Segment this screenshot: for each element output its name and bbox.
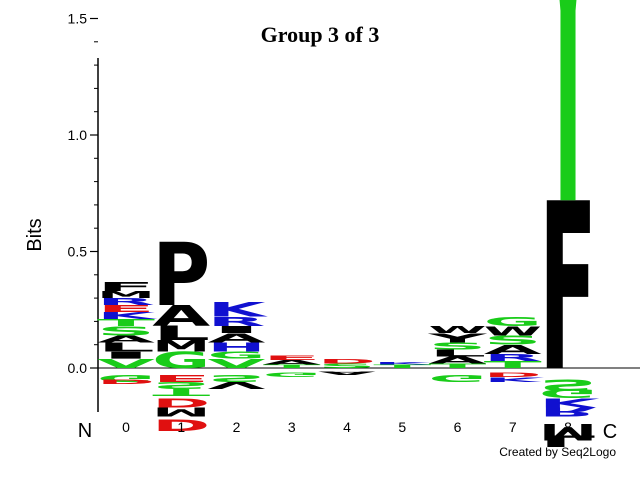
logo-letter-g: G (263, 371, 321, 379)
logo-letter-l: L (429, 348, 487, 359)
y-axis-label: Bits (24, 218, 46, 251)
logo-letter-k: K (208, 299, 268, 321)
x-tick-label: 3 (288, 419, 296, 435)
logo-letter-k: K (97, 310, 157, 321)
logo-letter-h: H (208, 340, 266, 355)
logo-letter-a: A (263, 359, 321, 366)
logo-letter-m: M (152, 405, 210, 420)
logo-letter-a: A (208, 330, 267, 345)
n-terminus-label: N (78, 420, 92, 442)
y-tick-label: 0.5 (68, 244, 88, 260)
logo-stacks: VILASTKERMFGDGMLAPESTDMDVGHAIRKSVTAEGSDA… (97, 0, 600, 450)
logo-letter-i: I (97, 350, 155, 361)
x-tick-label: 8 (564, 419, 572, 435)
y-ticks: 0.00.51.01.52.02.5 (68, 11, 98, 376)
logo-letter-s: S (152, 380, 210, 391)
logo-letter-v: V (97, 356, 156, 371)
logo-letter-e: E (263, 354, 321, 361)
logo-letter-a: A (97, 333, 156, 344)
x-tick-label: 4 (343, 419, 351, 435)
logo-letter-r: R (539, 405, 597, 420)
logo-letter-l: L (539, 432, 597, 451)
logo-letter-d: D (484, 371, 542, 378)
c-terminus-label: C (603, 421, 617, 443)
logo-letter-s: S (429, 340, 487, 351)
logo-letter-m: M (152, 337, 210, 356)
logo-letter-e: E (97, 303, 155, 314)
logo-letter-p: P (152, 225, 210, 326)
logo-letter-k: K (539, 395, 600, 410)
logo-letter-l: L (97, 340, 155, 355)
logo-letter-m: M (539, 418, 597, 444)
logo-letter-k: K (484, 376, 545, 383)
logo-letter-s: S (318, 362, 376, 369)
logo-letter-d: D (152, 415, 210, 434)
chart-title: Group 3 of 3 (261, 22, 380, 47)
logo-letter-f: F (97, 280, 155, 295)
logo-letter-a: A (318, 370, 376, 376)
logo-letter-r: R (97, 296, 155, 307)
logo-letter-w: W (429, 324, 487, 335)
x-tick-label: 2 (233, 419, 241, 435)
logo-letter-g: G (208, 350, 266, 361)
logo-letter-a: A (484, 342, 543, 357)
logo-letter-e: E (152, 373, 210, 384)
logo-letter-d: D (318, 357, 376, 364)
logo-letter-t: T (484, 359, 542, 370)
logo-letter-f: F (539, 154, 597, 422)
logo-letter-a: A (152, 300, 210, 333)
logo-letter-g: G (152, 348, 210, 374)
logo-letter-d: D (152, 395, 210, 410)
x-tick-label: 6 (454, 419, 462, 435)
logo-letter-g: G (539, 386, 597, 401)
logo-letter-y: Y (427, 331, 488, 346)
logo-letter-w: W (484, 324, 542, 339)
x-tick-label: 7 (509, 419, 517, 435)
logo-letter-l: L (152, 322, 210, 344)
logo-letter-s: S (539, 376, 597, 395)
logo-letter-t: T (373, 364, 431, 370)
y-tick-label: 0.0 (68, 360, 88, 376)
logo-letter-t: T (429, 362, 487, 369)
logo-letter-y: Y (538, 0, 598, 346)
credit-text: Created by Seq2Logo (499, 445, 616, 459)
logo-letter-g: G (484, 314, 542, 329)
logo-letter-t: T (152, 387, 210, 398)
logo-letter-k: K (373, 362, 434, 366)
logo-letter-v: V (208, 356, 267, 371)
x-tick-label: 1 (177, 419, 185, 435)
logo-letter-s: S (97, 323, 155, 338)
x-ticks: 0 1 2 3 4 5 6 7 8 (122, 419, 572, 435)
logo-letter-t: T (97, 317, 155, 328)
logo-letter-s: S (208, 373, 266, 384)
x-tick-label: 5 (398, 419, 406, 435)
logo-letter-s: S (484, 333, 542, 348)
x-tick-label: 0 (122, 419, 130, 435)
logo-letter-v: V (208, 380, 267, 391)
logo-letter-r: R (208, 314, 266, 329)
logo-letter-a: A (429, 354, 488, 365)
logo-letter-d: D (97, 378, 155, 385)
y-tick-label: 1.5 (68, 11, 88, 27)
logo-letter-g: G (429, 373, 487, 384)
logo-letter-i: I (208, 324, 266, 335)
y-tick-label: 1.0 (68, 127, 88, 143)
logo-letter-r: R (484, 352, 542, 363)
logo-letter-g: G (97, 373, 155, 384)
logo-letter-m: M (97, 289, 155, 300)
logo-letter-t: T (263, 364, 321, 370)
